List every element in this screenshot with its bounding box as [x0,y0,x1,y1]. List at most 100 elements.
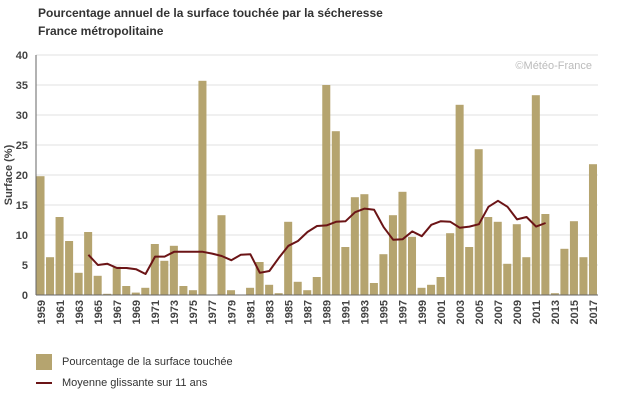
x-tick-label: 2011 [531,300,543,324]
y-tick-label: 0 [22,290,28,302]
legend-label-bars: Pourcentage de la surface touchée [62,356,233,368]
x-tick-label: 1965 [93,300,105,324]
bar [484,217,493,295]
bar [417,287,426,295]
bar [169,245,178,295]
bar [284,221,293,295]
bar [465,247,474,295]
bar [160,260,169,295]
bar [198,80,207,295]
bar [84,232,93,295]
bar [350,197,359,295]
x-tick-label: 1969 [131,300,143,324]
y-tick-label: 15 [16,200,28,212]
x-tick-label: 1991 [341,300,353,324]
x-tick-label: 1973 [169,300,181,324]
x-tick-label: 1971 [150,300,162,324]
bar [512,224,521,295]
x-tick-label: 2015 [569,300,581,324]
chart-title: Pourcentage annuel de la surface touchée… [38,6,383,20]
x-tick-label: 2009 [512,300,524,324]
x-tick-label: 1993 [360,300,372,324]
bar [341,247,350,295]
bar [388,215,397,295]
bar [293,281,302,295]
bar [312,277,321,295]
x-tick-label: 1961 [55,300,67,324]
x-tick-label: 1959 [36,300,48,324]
x-tick-label: 2013 [550,300,562,324]
bar [46,257,55,295]
bar [474,149,483,295]
bar [541,214,550,295]
bar [493,221,502,295]
y-tick-label: 25 [16,140,28,152]
bar [427,284,436,295]
bar [407,236,417,295]
x-tick-label: 1985 [283,300,295,324]
bar [398,191,407,295]
bar [569,221,578,295]
bar [188,290,197,295]
y-tick-label: 5 [22,260,28,272]
x-tick-label: 1983 [264,300,276,324]
bar [560,248,569,295]
bar [446,233,455,295]
bar [531,95,540,295]
bar [179,286,188,295]
moving-average-line [87,199,546,275]
x-tick-label: 1963 [74,300,86,324]
bar [103,293,112,295]
x-tick-label: 2001 [436,300,448,324]
bar [455,104,464,295]
bar [246,287,255,295]
x-tick-label: 1967 [112,300,124,324]
x-tick-label: 2007 [493,300,505,324]
bar [550,293,559,295]
bar [322,85,331,295]
bar [74,272,83,295]
bar [55,217,64,295]
bar [227,290,236,295]
bar [112,266,121,295]
x-tick-label: 1979 [226,300,238,324]
chart-subtitle: France métropolitaine [38,24,164,38]
x-tick-label: 2017 [588,300,600,324]
bar [265,284,274,295]
bar [303,290,312,295]
legend-swatch-bars [36,354,52,370]
y-tick-label: 10 [16,230,28,242]
x-tick-label: 1977 [207,300,219,324]
bar [331,131,340,295]
y-tick-label: 20 [16,170,28,182]
x-tick-label: 2005 [474,300,486,324]
bar [255,262,264,295]
bar [379,254,388,295]
bar [588,164,597,295]
y-tick-label: 40 [16,50,28,62]
legend-item-line: Moyenne glissante sur 11 ans [36,377,207,389]
x-tick-label: 1987 [302,300,314,324]
bar [436,277,445,295]
y-axis-label: Surface (%) [3,144,15,205]
y-tick-label: 30 [16,110,28,122]
bar [360,194,369,295]
bar [150,244,159,295]
credit-text: ©Météo-France [515,60,592,72]
bar [141,287,150,295]
bar [36,176,45,295]
bar [131,292,140,295]
x-tick-label: 1995 [379,300,391,324]
bar [503,263,512,295]
x-tick-label: 1999 [417,300,429,324]
legend-item-bars: Pourcentage de la surface touchée [36,354,233,370]
bar [522,257,531,295]
legend-label-line: Moyenne glissante sur 11 ans [62,377,208,389]
bar [369,283,378,295]
bar [93,275,102,295]
legend-swatch-line [36,382,52,384]
x-tick-label: 1997 [398,300,410,324]
x-tick-label: 1975 [188,300,200,324]
y-tick-label: 35 [16,80,28,92]
